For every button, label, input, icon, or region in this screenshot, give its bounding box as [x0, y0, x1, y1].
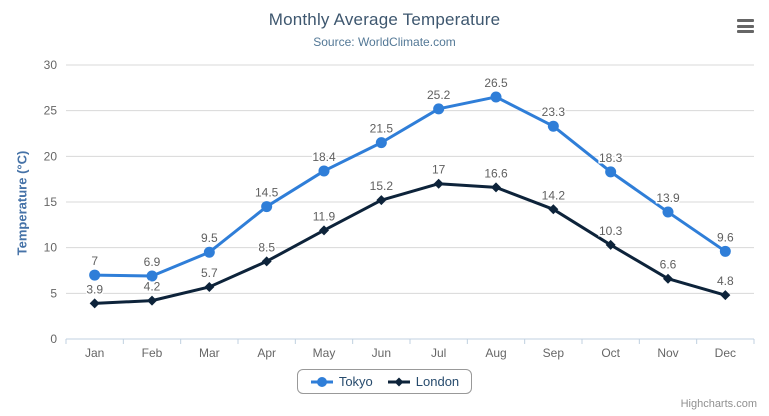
y-axis-tick-label: 25 [44, 104, 58, 118]
data-label: 23.3 [542, 105, 566, 119]
highcharts-credit[interactable]: Highcharts.com [680, 398, 757, 410]
data-label: 9.6 [717, 230, 734, 244]
x-axis-tick-label: Sep [543, 346, 565, 360]
legend: Tokyo London [0, 369, 769, 394]
data-label: 14.5 [255, 186, 279, 200]
data-point-london[interactable] [491, 182, 501, 193]
data-label: 7 [91, 254, 98, 268]
data-point-tokyo[interactable] [719, 245, 731, 257]
legend-box: Tokyo London [296, 369, 473, 394]
y-axis-tick-label: 10 [44, 241, 58, 255]
data-label: 25.2 [427, 88, 451, 102]
data-point-tokyo[interactable] [662, 206, 674, 218]
data-point-london[interactable] [319, 225, 329, 236]
data-label: 4.8 [717, 274, 734, 288]
hamburger-menu-icon [737, 19, 754, 22]
x-axis-tick-label: Jul [431, 346, 446, 360]
data-point-tokyo[interactable] [146, 270, 158, 282]
data-point-tokyo[interactable] [89, 269, 101, 281]
legend-label: London [415, 374, 460, 389]
data-point-london[interactable] [376, 195, 387, 206]
data-point-tokyo[interactable] [375, 137, 387, 149]
x-axis-tick-label: Aug [485, 346, 506, 360]
legend-label: Tokyo [338, 374, 373, 389]
y-axis-tick-label: 30 [44, 58, 58, 72]
data-point-tokyo[interactable] [433, 103, 445, 115]
data-label: 26.5 [484, 76, 508, 90]
data-point-tokyo[interactable] [605, 166, 617, 178]
data-point-tokyo[interactable] [547, 120, 559, 132]
data-label: 8.5 [258, 240, 275, 254]
x-axis-tick-label: Feb [142, 346, 163, 360]
data-point-london[interactable] [663, 273, 673, 284]
data-label: 10.3 [599, 224, 623, 238]
x-axis-tick-label: Nov [657, 346, 678, 360]
y-axis-tick-label: 0 [50, 332, 57, 346]
chart-subtitle: Source: WorldClimate.com [313, 35, 456, 49]
data-label: 17 [432, 163, 446, 177]
data-label: 4.2 [144, 280, 161, 294]
data-point-london[interactable] [261, 256, 272, 267]
data-label: 13.9 [656, 191, 680, 205]
legend-item-tokyo[interactable]: Tokyo [310, 374, 373, 389]
data-point-tokyo[interactable] [490, 91, 502, 103]
x-axis-tick-label: Jan [85, 346, 104, 360]
series-line-tokyo [93, 95, 727, 278]
data-point-london[interactable] [720, 290, 731, 301]
circle-marker-icon [310, 376, 333, 387]
data-label: 18.4 [312, 150, 336, 164]
x-axis-tick-label: Oct [601, 346, 620, 360]
data-point-london[interactable] [605, 239, 616, 250]
data-label: 21.5 [370, 122, 394, 136]
data-point-london[interactable] [548, 204, 559, 215]
data-point-london[interactable] [433, 178, 444, 189]
data-label: 18.3 [599, 151, 623, 165]
data-label: 16.6 [484, 166, 508, 180]
x-axis-tick-label: Jun [372, 346, 391, 360]
y-axis-tick-label: 5 [50, 286, 57, 300]
series-line-london [93, 182, 727, 305]
x-axis-tick-label: Dec [715, 346, 736, 360]
export-menu-button[interactable] [737, 19, 754, 33]
data-point-london[interactable] [147, 295, 157, 306]
data-label: 14.2 [542, 188, 566, 202]
data-label: 3.9 [86, 282, 103, 296]
data-point-tokyo[interactable] [261, 201, 273, 213]
y-axis-tick-label: 15 [44, 195, 58, 209]
x-axis-tick-label: May [313, 346, 336, 360]
hamburger-menu-icon [737, 30, 754, 33]
chart-title: Monthly Average Temperature [268, 10, 501, 29]
data-label: 9.5 [201, 231, 218, 245]
data-point-tokyo[interactable] [203, 246, 215, 258]
data-label: 11.9 [313, 209, 336, 223]
data-label: 6.6 [660, 258, 677, 272]
hamburger-menu-icon [737, 24, 754, 28]
diamond-marker-icon [387, 377, 410, 386]
data-label: 15.2 [370, 179, 394, 193]
x-axis-tick-label: Apr [257, 346, 276, 360]
legend-item-london[interactable]: London [387, 374, 459, 389]
data-label: 5.7 [201, 266, 218, 280]
data-point-tokyo[interactable] [318, 165, 330, 177]
data-label: 6.9 [144, 255, 161, 269]
data-point-london[interactable] [204, 281, 215, 292]
x-axis-tick-label: Mar [199, 346, 220, 360]
data-point-london[interactable] [89, 298, 100, 309]
y-axis-tick-label: 20 [44, 149, 58, 163]
